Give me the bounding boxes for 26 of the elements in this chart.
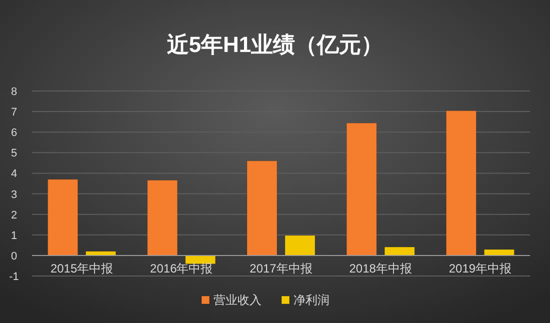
y-tick-label: 6 xyxy=(10,127,18,140)
x-tick-label: 2018年中报 xyxy=(349,261,412,276)
bar xyxy=(246,160,278,256)
x-tick-label: 2019年中报 xyxy=(448,261,512,276)
y-tick-label: 4 xyxy=(10,168,18,180)
bar xyxy=(446,110,476,256)
y-tick-label: 7 xyxy=(10,106,18,119)
x-tick-label: 2016年中报 xyxy=(150,261,213,276)
y-tick-label: 3 xyxy=(10,188,18,201)
bar xyxy=(346,122,377,256)
bar xyxy=(147,180,178,256)
y-tick-label: 8 xyxy=(10,86,18,98)
bar xyxy=(484,249,514,256)
bar xyxy=(284,235,316,256)
y-tick-label: 5 xyxy=(10,148,18,160)
y-tick-label: -1 xyxy=(9,271,19,283)
y-tick-label: 2 xyxy=(10,209,18,222)
y-tick-label: 0 xyxy=(10,250,18,262)
legend-label: 净利润 xyxy=(294,293,330,307)
legend-label: 营业收入 xyxy=(214,293,262,307)
bar xyxy=(384,246,415,256)
x-tick-label: 2015年中报 xyxy=(50,261,114,276)
chart-title: 近5年H1业绩（亿元） xyxy=(166,32,384,57)
bar xyxy=(48,179,78,256)
y-tick-label: 1 xyxy=(10,230,18,242)
x-tick-label: 2017年中报 xyxy=(250,261,312,276)
